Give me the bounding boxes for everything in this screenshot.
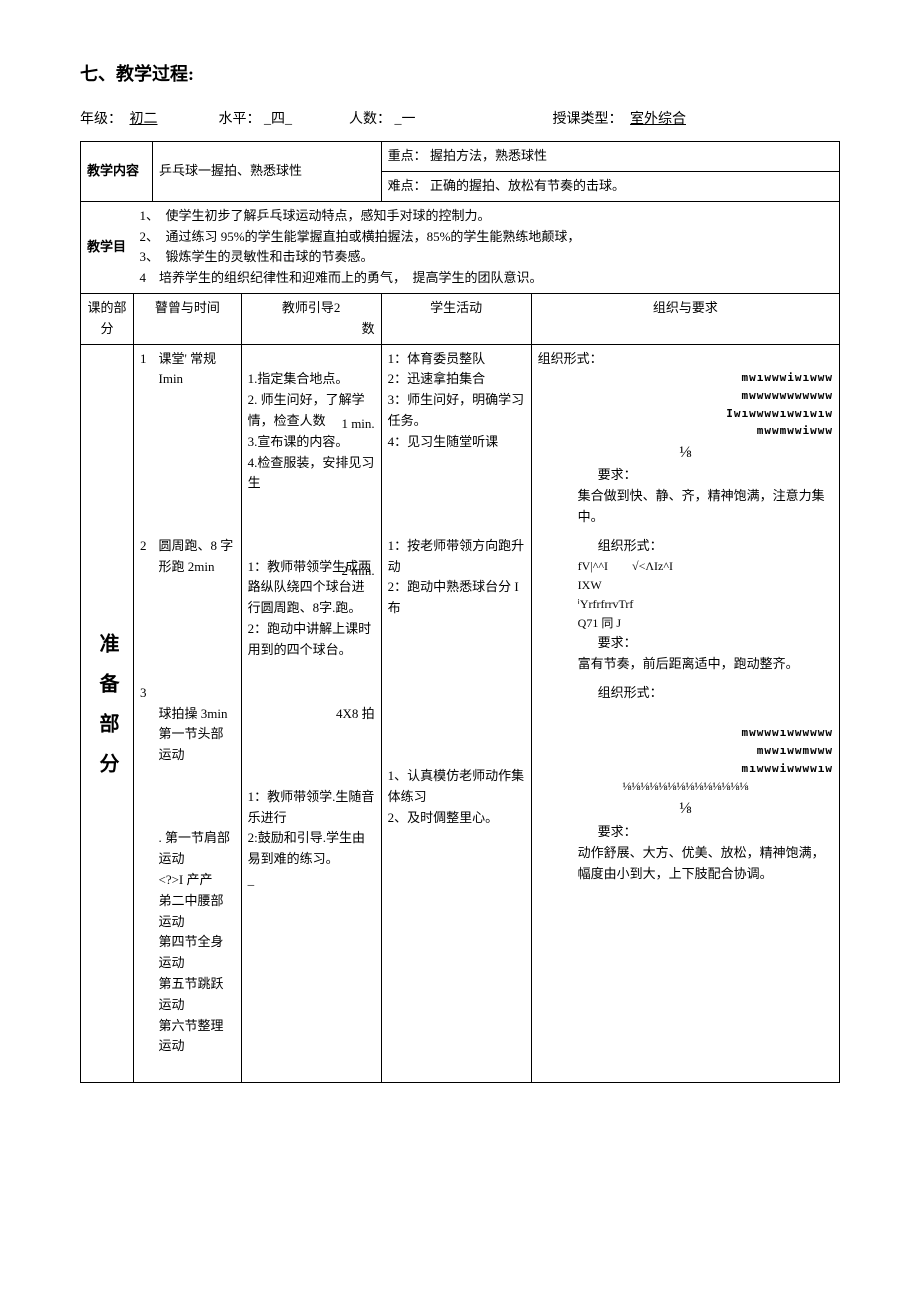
- content-value: 乒乓球一握拍、熟悉球性: [153, 142, 382, 202]
- goals-label: 教学目: [81, 201, 134, 293]
- pattern-1d: mwwmwwiwww: [538, 422, 833, 440]
- org-label-2: 组织形式：: [538, 536, 833, 557]
- goal-2: 2、 通过练习 95%的学生能掌握直拍或横拍握法，85%的学生能熟练地颠球，: [140, 227, 834, 248]
- th-student: 学生活动: [381, 293, 531, 344]
- type-label: 授课类型：: [553, 109, 623, 131]
- kp-label: 重点：: [388, 148, 427, 163]
- diff-value: 正确的握拍、放松有节奏的击球。: [430, 178, 625, 193]
- pattern-3b: mwwıwwmwww: [538, 742, 833, 760]
- row3-org: 组织形式： mwwwwıwwwwww mwwıwwmwww mıwwwiwwww…: [531, 679, 839, 1083]
- org-misc-2: fV|^^I √<ΛIz^I IXW ⁱYrfrfrrvTrf Q71 同 J: [538, 557, 833, 634]
- pattern-3a: mwwwwıwwwwww: [538, 724, 833, 742]
- goals-content: 1、 使学生初步了解乒乓球运动特点，感知手对球的控制力。 2、 通过练习 95%…: [134, 201, 840, 293]
- row2-content: 圆周跑、8 字形跑 2min: [153, 532, 242, 679]
- content-label: 教学内容: [81, 142, 153, 202]
- req-label-3: 要求：: [538, 822, 833, 843]
- row2-student: 1：按老师带领方向跑升动 2：跑动中熟悉球台分 I 布: [381, 532, 531, 679]
- lesson-plan-table: 教学内容 乒乓球一握拍、熟悉球性 重点： 握拍方法，熟悉球性 难点： 正确的握拍…: [80, 141, 840, 1083]
- row1-org: 组织形式： mwıwwwiwıwww mwwwwwwwwwww Iwıwwwwı…: [531, 344, 839, 532]
- org-label-3: 组织形式：: [538, 683, 833, 704]
- row2-num: 2: [134, 532, 153, 679]
- prep-row-1: 准备部分 1 课堂' 常规 Imin 1.指定集合地点。 2. 师生问好，了解学…: [81, 344, 840, 532]
- grade-value: 初二: [126, 109, 162, 131]
- goals-row: 教学目 1、 使学生初步了解乒乓球运动特点，感知手对球的控制力。 2、 通过练习…: [81, 201, 840, 293]
- symbol-3: ⅛: [538, 796, 833, 822]
- symbol-1: ⅛: [538, 440, 833, 466]
- req-label-1: 要求：: [538, 465, 833, 486]
- grade-label: 年级：: [80, 109, 122, 131]
- type-value: 室外综合: [626, 109, 690, 131]
- org-label-1: 组织形式：: [538, 351, 603, 366]
- req-2: 富有节奏，前后距离适中，跑动整齐。: [538, 654, 833, 675]
- th-content: 瞽曾与时间: [134, 293, 242, 344]
- th-part: 课的部分: [81, 293, 134, 344]
- count-value: _一: [395, 109, 416, 131]
- pattern-1b: mwwwwwwwwwww: [538, 387, 833, 405]
- symbol-line-3: ⅛⅛⅛⅛⅛⅛⅛⅛⅛⅛⅛⅛⅛⅛: [538, 777, 833, 796]
- pattern-1a: mwıwwwiwıwww: [538, 369, 833, 387]
- th-org: 组织与要求: [531, 293, 839, 344]
- row3-content: 球拍操 3min 第一节头部运动 . 第一节肩部运动 <?>I 产产 弟二中腰部…: [153, 679, 242, 1083]
- prep-row-3: 3 球拍操 3min 第一节头部运动 . 第一节肩部运动 <?>I 产产 弟二中…: [81, 679, 840, 1083]
- prep-section-label: 准备部分: [81, 344, 134, 1082]
- row2-teacher: 1：教师带领学生成两路纵队绕四个球台进行圆周跑、8字.跑。 2：跑动中讲解上课时…: [241, 532, 381, 679]
- row2-org: 组织形式： fV|^^I √<ΛIz^I IXW ⁱYrfrfrrvTrf Q7…: [531, 532, 839, 679]
- diff-label: 难点：: [388, 178, 427, 193]
- kp-value: 握拍方法，熟悉球性: [430, 148, 547, 163]
- row3-student: 1、认真模仿老师动作集体练习 2、及时倜整里心。: [381, 679, 531, 1083]
- prep-row-2: 2 圆周跑、8 字形跑 2min 1：教师带领学生成两路纵队绕四个球台进行圆周跑…: [81, 532, 840, 679]
- pattern-3c: mıwwwiwwwwıw: [538, 760, 833, 778]
- pattern-1c: Iwıwwwwıwwıwıw: [538, 405, 833, 423]
- row3-num: 3: [134, 679, 153, 1083]
- count-label: 人数：: [349, 109, 391, 131]
- difficulty-cell: 难点： 正确的握拍、放松有节奏的击球。: [381, 171, 839, 201]
- main-title: 七、教学过程:: [80, 60, 840, 89]
- header-row: 年级： 初二 水平： _四_ 人数： _一 授课类型： 室外综合: [80, 109, 840, 131]
- th-teacher: 教师引导2 数: [241, 293, 381, 344]
- row1-teacher: 1.指定集合地点。 2. 师生问好，了解学情，检查人数 3.宣布课的内容。 4.…: [241, 344, 381, 532]
- key-point-cell: 重点： 握拍方法，熟悉球性: [381, 142, 839, 172]
- content-row: 教学内容 乒乓球一握拍、熟悉球性 重点： 握拍方法，熟悉球性: [81, 142, 840, 172]
- table-header-row: 课的部分 瞽曾与时间 教师引导2 数 学生活动 组织与要求: [81, 293, 840, 344]
- level-value: _四_: [264, 109, 292, 131]
- row1-student: 1：体育委员整队 2：迅速拿拍集合 3：师生问好，明确学习任务。 4：见习生随堂…: [381, 344, 531, 532]
- goal-1: 1、 使学生初步了解乒乓球运动特点，感知手对球的控制力。: [140, 206, 834, 227]
- goal-4: 4 培养学生的组织纪律性和迎难而上的勇气， 提高学生的团队意识。: [140, 268, 834, 289]
- row1-content: 课堂' 常规 Imin: [153, 344, 242, 532]
- row1-num: 1: [134, 344, 153, 532]
- req-3: 动作舒展、大方、优美、放松，精神饱满，幅度由小到大，上下肢配合协调。: [538, 843, 833, 885]
- req-label-2: 要求：: [538, 633, 833, 654]
- goal-3: 3、 锻炼学生的灵敏性和击球的节奏感。: [140, 247, 834, 268]
- row3-teacher: 4X8 拍 1：教师带领学.生随音乐进行 2:鼓励和引导.学生由易到难的练习。 …: [241, 679, 381, 1083]
- level-label: 水平：: [219, 109, 261, 131]
- req-1: 集合做到快、静、齐，精神饱满，注意力集中。: [538, 486, 833, 528]
